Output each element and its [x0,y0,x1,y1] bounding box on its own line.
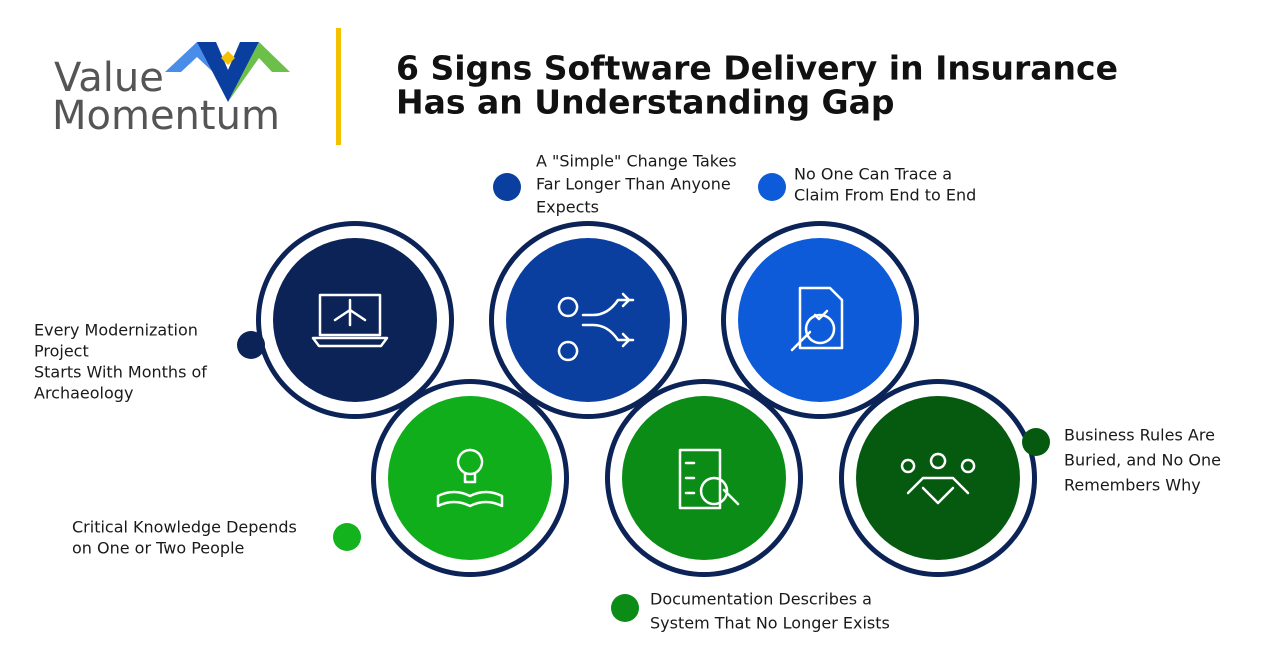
sign-label: Buried, and No One [1064,451,1221,470]
sign-icon [311,293,389,348]
sign-label: Documentation Describes a [650,590,872,609]
bullet [1022,428,1050,456]
sign-icon [790,286,844,352]
sign-label: on One or Two People [72,539,244,558]
sign-icon [557,292,635,362]
sign-label: No One Can Trace a [794,165,952,184]
sign-icon [900,452,976,505]
sign-label: Business Rules Are [1064,426,1215,445]
sign-circle [738,238,902,402]
sign-label: Claim From End to End [794,186,976,205]
bullet [758,173,786,201]
sign-label: Starts With Months of [34,363,207,382]
title: Has an Understanding Gap [396,83,895,122]
logo: Value Momentum [52,42,290,139]
sign-label: Far Longer Than Anyone [536,175,731,194]
divider [336,28,341,145]
labels: Every Modernization Project Starts With Mo… [34,152,1221,633]
sign-label: A "Simple" Change Takes [536,152,737,171]
sign-circle [506,238,670,402]
bullet [611,594,639,622]
sign-label: Project [34,342,89,361]
chain [256,221,1037,577]
bullet [333,523,361,551]
sign-label: System That No Longer Exists [650,614,890,633]
logo-text: Value [54,55,164,101]
bullet [493,173,521,201]
sign-circle [622,396,786,560]
sign-label: Expects [536,198,599,217]
sign-circle [388,396,552,560]
logo-text: Momentum [52,93,280,139]
sign-icon [436,448,504,508]
sign-label: Critical Knowledge Depends [72,518,297,537]
sign-label: Archaeology [34,384,133,403]
sign-label: Every Modernization [34,321,198,340]
title: 6 Signs Software Delivery in Insurance [396,49,1118,88]
sign-label: Remembers Why [1064,476,1201,495]
sign-icon [678,448,740,510]
bullet [237,331,265,359]
sign-circle [273,238,437,402]
